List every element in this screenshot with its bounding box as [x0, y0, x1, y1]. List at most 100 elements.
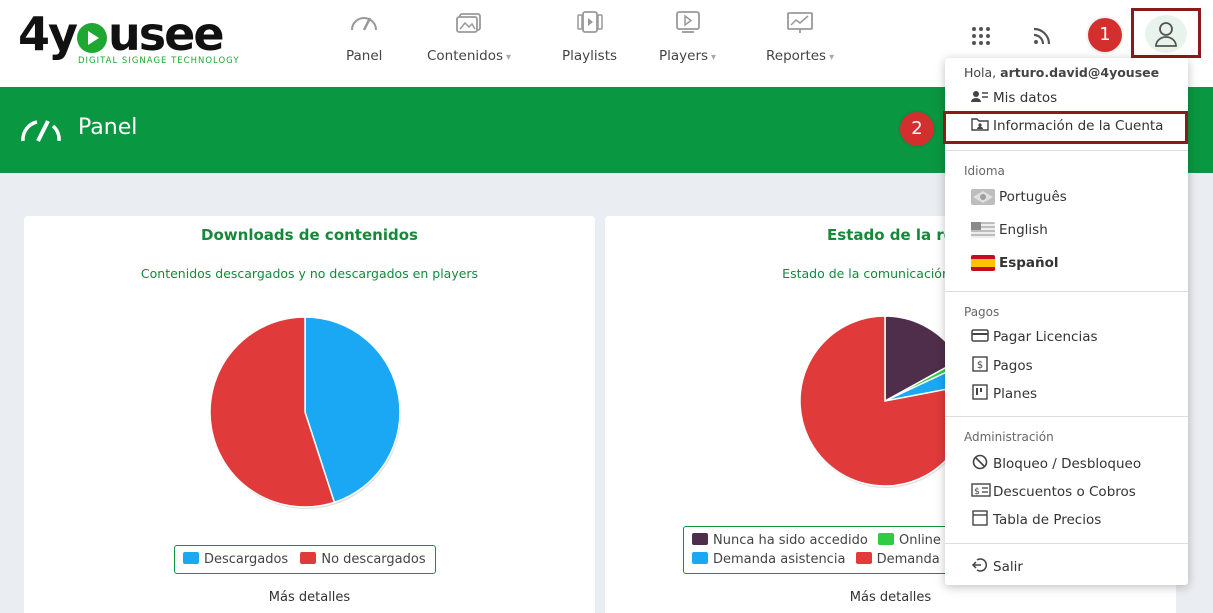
legend-label: Descargados	[204, 552, 289, 567]
chart-legend: Descargados No descargados	[174, 545, 436, 574]
highlight-box	[943, 111, 1188, 144]
menu-label: English	[999, 222, 1048, 238]
pie-chart-downloads	[209, 316, 401, 509]
usa-flag-icon	[971, 222, 995, 238]
avatar	[1145, 15, 1187, 53]
legend-item-online[interactable]: Online	[877, 533, 941, 548]
menu-bloqueo[interactable]: Bloqueo / Desbloqueo	[971, 454, 1141, 474]
report-chart-icon	[787, 12, 813, 33]
svg-text:$: $	[974, 487, 980, 497]
pie-slice-no-descargados[interactable]	[209, 316, 336, 508]
legend-swatch	[877, 533, 894, 545]
step-badge-2: 2	[900, 112, 934, 146]
user-icon	[1155, 22, 1177, 47]
spain-flag-icon	[971, 255, 995, 271]
card-title: Estado de la re	[827, 226, 954, 244]
apps-grid-icon[interactable]	[969, 24, 993, 48]
chart-legend: Nunca ha sido accedido Online Demanda as…	[683, 526, 983, 574]
divider	[945, 416, 1188, 417]
table-icon	[971, 510, 991, 530]
menu-label: Español	[999, 255, 1059, 271]
nav-label: Playlists	[562, 48, 618, 64]
gauge-icon	[351, 17, 378, 31]
legend-item-descargados[interactable]: Descargados	[183, 552, 288, 567]
menu-salir[interactable]: Salir	[971, 557, 1023, 577]
menu-mis-datos[interactable]: Mis datos	[971, 89, 1057, 107]
nav-label: Panel	[346, 48, 383, 64]
legend-label: Demanda asistencia	[713, 552, 846, 567]
play-icon	[77, 22, 107, 53]
menu-descuentos[interactable]: $ Descuentos o Cobros	[971, 482, 1136, 502]
kanban-icon	[971, 384, 991, 404]
logo-text-a: 4y	[18, 7, 78, 61]
card-subtitle: Contenidos descargados y no descargados …	[140, 266, 479, 281]
nav-label: Reportes	[766, 48, 827, 64]
menu-lang-en[interactable]: English	[971, 222, 1048, 238]
nav-reportes[interactable]: Reportes ▾	[766, 10, 834, 64]
app-logo[interactable]: 4y usee DIGITAL SIGNAGE TECHNOLOGY	[18, 6, 243, 68]
legend-item-nunca[interactable]: Nunca ha sido accedido	[692, 533, 868, 548]
step-badge-1: 1	[1088, 18, 1122, 52]
block-icon	[971, 454, 991, 474]
menu-label: Pagos	[993, 358, 1033, 374]
greeting-prefix: Hola,	[964, 65, 1001, 80]
nav-label: Contenidos	[427, 48, 504, 64]
legend-swatch	[855, 552, 872, 564]
greeting: Hola, arturo.david@4yousee	[964, 65, 1159, 80]
menu-label: Pagar Licencias	[993, 329, 1098, 345]
rss-icon[interactable]	[1030, 24, 1054, 48]
user-menu-button[interactable]	[1131, 8, 1201, 58]
logo-tagline: DIGITAL SIGNAGE TECHNOLOGY	[78, 56, 240, 66]
legend-label: No descargados	[321, 552, 426, 567]
card-subtitle: Estado de la comunicación entre p	[782, 266, 999, 281]
menu-pagos[interactable]: $ Pagos	[971, 356, 1033, 376]
legend-swatch	[183, 552, 199, 564]
user-email: arturo.david@4yousee	[1000, 65, 1160, 80]
gauge-icon	[21, 120, 61, 142]
legend-label: Nunca ha sido accedido	[713, 533, 868, 548]
menu-tabla-precios[interactable]: Tabla de Precios	[971, 510, 1101, 530]
menu-pagar-licencias[interactable]: Pagar Licencias	[971, 328, 1098, 346]
divider	[945, 543, 1188, 544]
menu-lang-pt[interactable]: Português	[971, 189, 1067, 205]
legend-label: Online	[898, 533, 941, 548]
nav-playlists[interactable]: Playlists	[562, 10, 617, 64]
folder-user-icon	[971, 117, 991, 135]
monitor-play-icon	[675, 11, 700, 33]
menu-label: Planes	[993, 386, 1038, 402]
page-title: Panel	[78, 115, 138, 140]
credit-card-icon	[971, 328, 991, 346]
legend-label: Demanda	[876, 552, 940, 567]
logo-text-b: usee	[108, 7, 225, 61]
menu-planes[interactable]: Planes	[971, 384, 1037, 404]
divider	[945, 291, 1188, 292]
legend-item-no-descargados[interactable]: No descargados	[300, 552, 426, 567]
nav-players[interactable]: Players ▾	[659, 10, 716, 64]
menu-label: Salir	[993, 559, 1023, 575]
legend-item-demanda[interactable]: Demanda	[855, 552, 940, 567]
user-dropdown-menu: Hola, arturo.david@4yousee Mis datos Inf…	[943, 58, 1188, 585]
receipt-dollar-icon: $	[971, 356, 991, 376]
pie-slice-descargados[interactable]	[304, 316, 401, 504]
section-administracion: Administración	[964, 430, 1054, 444]
logout-icon	[971, 557, 991, 577]
legend-swatch	[692, 552, 708, 564]
legend-swatch	[300, 552, 317, 564]
menu-informacion-cuenta[interactable]: Información de la Cuenta	[971, 117, 1163, 135]
svg-text:$: $	[977, 360, 983, 371]
menu-label: Português	[999, 189, 1067, 205]
section-pagos: Pagos	[964, 305, 1000, 319]
section-idioma: Idioma	[964, 164, 1005, 178]
more-details-link[interactable]: Más detalles	[849, 590, 932, 605]
card-downloads: Downloads de contenidos Contenidos desca…	[24, 216, 595, 613]
chevron-down-icon: ▾	[829, 52, 835, 63]
nav-contenidos[interactable]: Contenidos ▾	[427, 10, 511, 64]
menu-lang-es[interactable]: Español	[971, 255, 1059, 271]
more-details-link[interactable]: Más detalles	[268, 590, 351, 605]
legend-swatch	[692, 533, 708, 545]
divider	[945, 150, 1188, 151]
legend-item-demanda-asistencia[interactable]: Demanda asistencia	[692, 552, 845, 567]
images-icon	[456, 13, 481, 33]
nav-panel[interactable]: Panel	[346, 10, 382, 64]
brazil-flag-icon	[971, 189, 995, 205]
